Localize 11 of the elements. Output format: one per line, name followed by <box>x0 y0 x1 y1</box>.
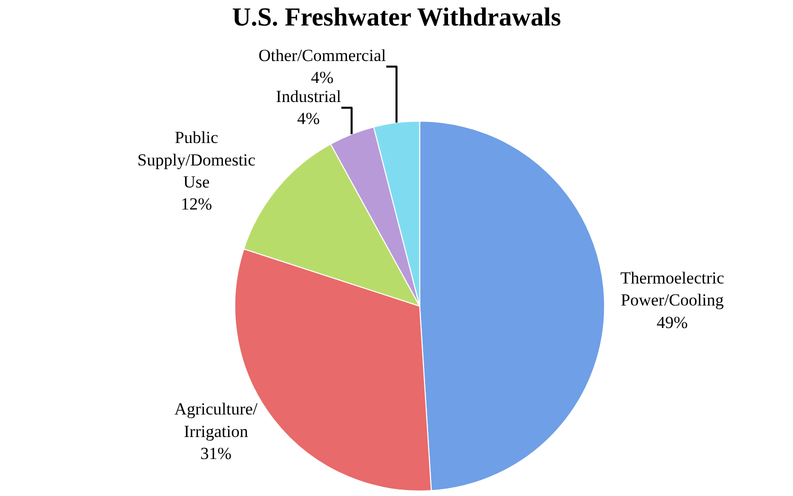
data-label: 4% <box>297 109 320 128</box>
data-label: 12% <box>180 194 212 214</box>
data-label: 49% <box>656 312 688 332</box>
chart-title: U.S. Freshwater Withdrawals <box>232 2 561 32</box>
slice-label: Industrial <box>276 87 342 106</box>
slice-label: Thermoelectric Power/Cooling <box>620 268 725 310</box>
data-label: 4% <box>310 68 334 88</box>
slice-label: Agriculture/ Irrigation <box>174 400 258 441</box>
slice-label: Public Supply/Domestic Use <box>137 128 256 192</box>
slice-label: Other/Commercial <box>258 46 386 66</box>
data-label: 31% <box>200 444 232 463</box>
